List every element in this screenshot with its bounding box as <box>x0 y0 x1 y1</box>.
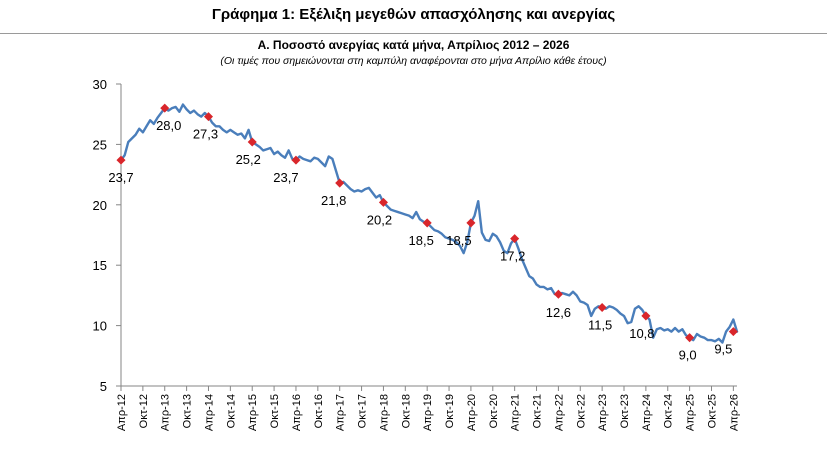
data-label: 9,0 <box>679 348 697 363</box>
data-label: 10,8 <box>629 326 654 341</box>
y-tick-label: 30 <box>93 77 107 92</box>
april-marker <box>116 155 126 165</box>
april-marker <box>247 137 257 147</box>
data-label: 9,5 <box>714 342 732 357</box>
x-tick-label: Οκτ-22 <box>575 394 587 428</box>
y-tick-label: 15 <box>93 258 107 273</box>
data-label: 23,7 <box>108 170 133 185</box>
data-label: 12,6 <box>546 305 571 320</box>
x-tick-label: Οκτ-25 <box>706 394 718 428</box>
x-tick-label: Οκτ-19 <box>444 394 456 428</box>
data-label: 11,5 <box>588 317 612 332</box>
data-label: 20,2 <box>367 212 392 227</box>
x-tick-label: Οκτ-18 <box>400 394 412 428</box>
x-tick-label: Οκτ-17 <box>357 394 369 428</box>
x-tick-label: Απρ-25 <box>685 394 697 431</box>
x-tick-label: Οκτ-23 <box>619 394 631 428</box>
x-tick-label: Απρ-16 <box>291 394 303 431</box>
data-label: 21,8 <box>321 193 346 208</box>
y-tick-label: 10 <box>93 319 107 334</box>
y-tick-label: 20 <box>93 198 107 213</box>
x-tick-label: Οκτ-13 <box>182 394 194 428</box>
x-tick-label: Απρ-18 <box>378 394 390 431</box>
x-tick-label: Απρ-15 <box>247 394 259 431</box>
april-marker <box>553 289 563 299</box>
figure-title: Γράφημα 1: Εξέλιξη μεγεθών απασχόλησης κ… <box>211 6 616 23</box>
x-tick-label: Απρ-24 <box>641 394 653 431</box>
data-label: 18,5 <box>409 233 434 248</box>
april-marker <box>203 112 214 122</box>
april-marker <box>466 218 476 228</box>
x-tick-label: Οκτ-21 <box>532 394 544 428</box>
chart-subtitle: (Οι τιμές που σημειώνονται στη καμπύλη α… <box>220 55 607 67</box>
x-tick-label: Οκτ-16 <box>313 394 325 428</box>
april-marker <box>160 103 170 113</box>
x-tick-label: Οκτ-12 <box>138 394 150 428</box>
data-label: 28,0 <box>156 118 181 133</box>
april-marker <box>597 302 607 313</box>
x-tick-label: Απρ-14 <box>203 394 215 431</box>
data-label: 17,2 <box>500 249 525 264</box>
data-label: 23,7 <box>273 170 298 185</box>
x-tick-label: Απρ-13 <box>160 394 172 431</box>
data-label: 27,3 <box>193 127 218 142</box>
x-tick-label: Απρ-22 <box>553 394 565 431</box>
x-tick-label: Απρ-20 <box>466 394 478 431</box>
x-tick-label: Οκτ-15 <box>269 394 281 428</box>
chart-title: Α. Ποσοστό ανεργίας κατά μήνα, Απρίλιος … <box>257 38 570 52</box>
y-tick-label: 5 <box>100 379 107 394</box>
april-marker <box>335 178 345 188</box>
x-tick-label: Οκτ-24 <box>663 394 675 428</box>
x-tick-label: Απρ-23 <box>597 394 609 431</box>
x-tick-label: Οκτ-14 <box>225 394 237 428</box>
x-tick-label: Απρ-19 <box>422 394 434 431</box>
data-label: 18,5 <box>446 233 471 248</box>
x-tick-label: Απρ-12 <box>116 394 128 431</box>
x-tick-label: Απρ-26 <box>728 394 740 431</box>
april-marker <box>378 197 388 207</box>
april-marker <box>685 333 695 343</box>
x-tick-label: Απρ-21 <box>510 394 522 431</box>
x-tick-label: Οκτ-20 <box>488 394 500 428</box>
title-divider <box>0 33 827 34</box>
x-tick-label: Απρ-17 <box>335 394 347 431</box>
data-label: 25,2 <box>236 152 261 167</box>
y-tick-label: 25 <box>93 137 107 152</box>
